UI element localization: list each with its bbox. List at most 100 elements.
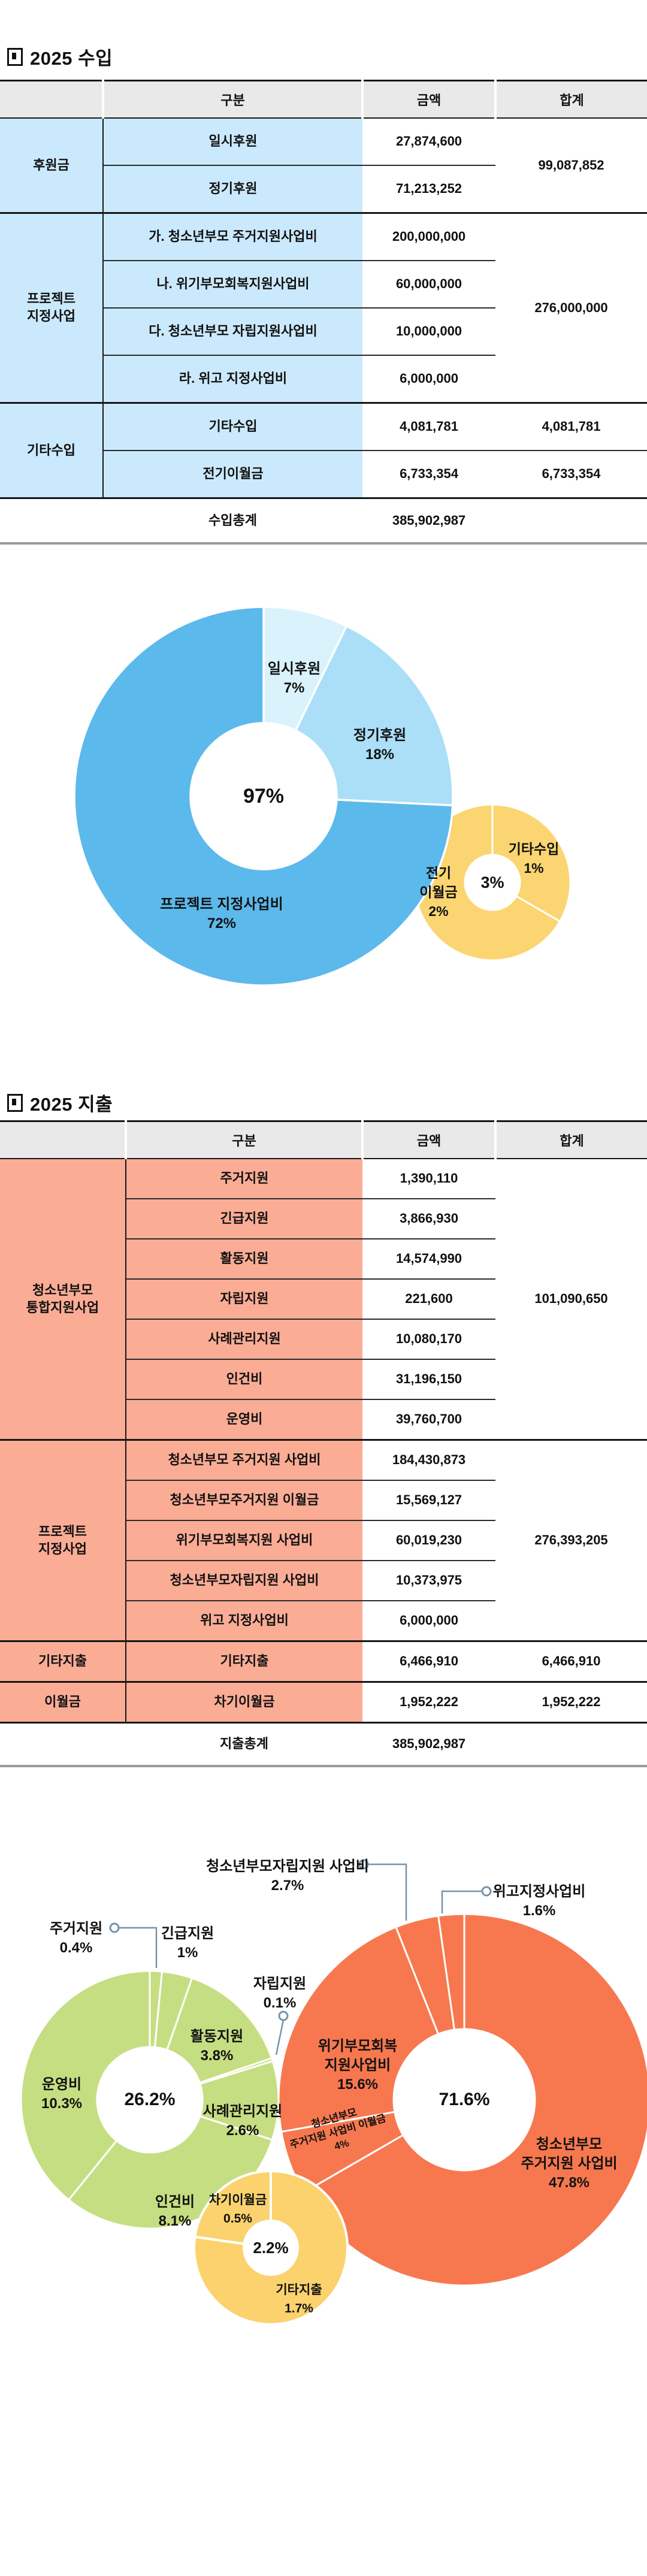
gubun-cell: 위고 지정사업비 [126, 1601, 362, 1642]
table-row: 이월금 차기이월금 1,952,222 1,952,222 [0, 1682, 647, 1724]
chart-label-gita-jichul: 기타지출 1.7% [276, 2283, 322, 2315]
group-total-cell: 99,087,852 [495, 118, 647, 214]
leader-lines [109, 1859, 492, 2055]
amount-cell: 10,373,975 [362, 1561, 495, 1601]
table-row: 라. 위고 지정사업비 6,000,000 [0, 355, 647, 404]
amount-cell: 27,874,600 [362, 118, 495, 166]
amount-cell: 4,081,781 [362, 403, 495, 451]
gubun-cell: 전기이월금 [103, 451, 362, 499]
donut-segment [303, 1913, 647, 2287]
leader-line [119, 1927, 158, 1968]
leader-line [275, 2019, 285, 2055]
leader-line [441, 1890, 482, 1913]
empty-cell [0, 1722, 126, 1767]
grand-total-label: 지출총계 [126, 1722, 362, 1767]
donut-segment [194, 2170, 272, 2245]
group-total-cell: 276,393,205 [495, 1440, 647, 1642]
expense-donut-svg [20, 1859, 647, 2324]
amount-cell: 3,866,930 [362, 1199, 495, 1239]
category-cell: 이월금 [0, 1682, 126, 1724]
table-row: 활동지원 14,574,990 [0, 1239, 647, 1280]
chart-label-ingeonbi: 인건비 8.1% [155, 2194, 195, 2229]
grand-total-label: 수입총계 [103, 498, 362, 545]
gubun-cell: 일시후원 [103, 118, 362, 166]
table-row: 기타수입 기타수입 4,081,781 4,081,781 [0, 403, 647, 499]
income-title-text: 2025 수입 [30, 48, 113, 69]
table-row: 긴급지원 3,866,930 [0, 1199, 647, 1239]
leader-dot [481, 1886, 492, 1897]
expense-donut-chart: 청소년부모자립지원 사업비 2.7% 위고지정사업비 1.6% 주거지원 0.4… [0, 1845, 647, 2324]
chart-center-label-3: 3% [480, 873, 504, 891]
amount-cell: 1,952,222 [362, 1682, 495, 1724]
amount-cell: 1,390,110 [362, 1159, 495, 1199]
table-row: 인건비 31,196,150 [0, 1359, 647, 1400]
gubun-cell: 자립지원 [126, 1279, 362, 1320]
donut-segment [166, 1977, 273, 2084]
amount-cell: 6,466,910 [362, 1641, 495, 1683]
donut-segment [20, 1970, 151, 2201]
chart-label-jeonggi: 정기후원 18% [353, 727, 407, 763]
table-row: 청소년부모주거지원 이월금 15,569,127 [0, 1480, 647, 1521]
chart-label-chagi-iwol: 차기이월금 0.5% [208, 2193, 267, 2226]
table-row: 청소년부모자립지원 사업비 10,373,975 [0, 1561, 647, 1601]
chart-center-label-2.2: 2.2% [253, 2239, 289, 2257]
leader-dot [278, 2010, 289, 2021]
category-cell: 기타수입 [0, 403, 104, 499]
table-row: 나. 위기부모회복지원사업비 60,000,000 [0, 261, 647, 309]
header-cell-total: 합계 [494, 80, 647, 119]
grand-total-amount: 385,902,987 [362, 1722, 495, 1767]
expense-total-row: 지출총계 385,902,987 [0, 1722, 647, 1767]
row-total-cell: 6,733,354 [495, 451, 647, 499]
chart-label-jugeo-saeopbi: 청소년부모 주거지원 사업비 47.8% [521, 2136, 618, 2191]
gubun-cell: 긴급지원 [126, 1199, 362, 1239]
category-cell: 청소년부모 통합지원사업 [0, 1159, 126, 1441]
income-section-title: 2025 수입 [7, 43, 113, 70]
chart-center-label-26.2: 26.2% [124, 2090, 176, 2109]
header-cell-amount: 금액 [361, 1120, 495, 1159]
chart-label-sarye: 사례관리지원 2.6% [202, 2103, 283, 2139]
donut-segment [73, 606, 454, 987]
table-row: 위기부모회복지원 사업비 60,019,230 [0, 1520, 647, 1561]
amount-cell: 184,430,873 [362, 1440, 495, 1481]
table-row: 청소년부모 통합지원사업 주거지원 1,390,110 101,090,650 [0, 1159, 647, 1441]
callout-wigo: 위고지정사업비 1.6% [492, 1883, 586, 1919]
amount-cell: 6,000,000 [362, 355, 495, 404]
income-table: 구분 금액 합계 후원금 일시후원 27,874,600 99,087,852 … [0, 80, 647, 545]
gubun-cell: 위기부모회복지원 사업비 [126, 1520, 362, 1561]
gubun-cell: 활동지원 [126, 1239, 362, 1280]
chart-center-label-97: 97% [243, 785, 285, 808]
amount-cell: 60,000,000 [362, 261, 495, 309]
amount-cell: 31,196,150 [362, 1359, 495, 1400]
amount-cell: 14,574,990 [362, 1239, 495, 1280]
gubun-cell: 운영비 [126, 1399, 362, 1441]
income-donut-chart: 일시후원 7% 정기후원 18% 프로젝트 지정사업비 72% 97% 기타수입… [0, 602, 647, 997]
income-header-row: 구분 금액 합계 [0, 80, 647, 119]
table-row: 기타지출 기타지출 6,466,910 6,466,910 [0, 1641, 647, 1683]
amount-cell: 60,019,230 [362, 1520, 495, 1561]
amount-cell: 10,080,170 [362, 1319, 495, 1360]
callout-jarip: 자립지원 0.1% [253, 1976, 307, 2011]
table-row: 자립지원 221,600 [0, 1279, 647, 1320]
section-marker-icon [7, 1093, 23, 1112]
leader-line [368, 1863, 407, 1921]
header-cell-gubun: 구분 [125, 1120, 362, 1159]
row-total-cell: 4,081,781 [495, 403, 647, 451]
empty-cell [495, 498, 647, 545]
chart-label-wigi: 위기부모회복 지원사업비 15.6% [318, 2038, 398, 2093]
amount-cell: 10,000,000 [362, 308, 495, 356]
table-row: 프로젝트 지정사업 청소년부모 주거지원 사업비 184,430,873 276,… [0, 1440, 647, 1642]
chart-label-unyeong: 운영비 10.3% [41, 2076, 83, 2112]
category-cell: 기타지출 [0, 1641, 126, 1683]
chart-label-gita-suip: 기타수입 1% [508, 841, 560, 876]
gubun-cell: 나. 위기부모회복지원사업비 [103, 261, 362, 309]
expense-section-title: 2025 지출 [7, 1089, 113, 1116]
table-row: 전기이월금 6,733,354 6,733,354 [0, 451, 647, 499]
chart-label-hwaldong: 활동지원 3.8% [190, 2028, 244, 2064]
gubun-cell: 인건비 [126, 1359, 362, 1400]
income-donut-svg [73, 606, 572, 987]
gubun-cell: 청소년부모자립지원 사업비 [126, 1561, 362, 1601]
table-row: 정기후원 71,213,252 [0, 165, 647, 214]
gubun-cell: 기타수입 [103, 403, 362, 451]
table-row: 위고 지정사업비 6,000,000 [0, 1601, 647, 1642]
gubun-cell: 가. 청소년부모 주거지원사업비 [103, 213, 362, 261]
